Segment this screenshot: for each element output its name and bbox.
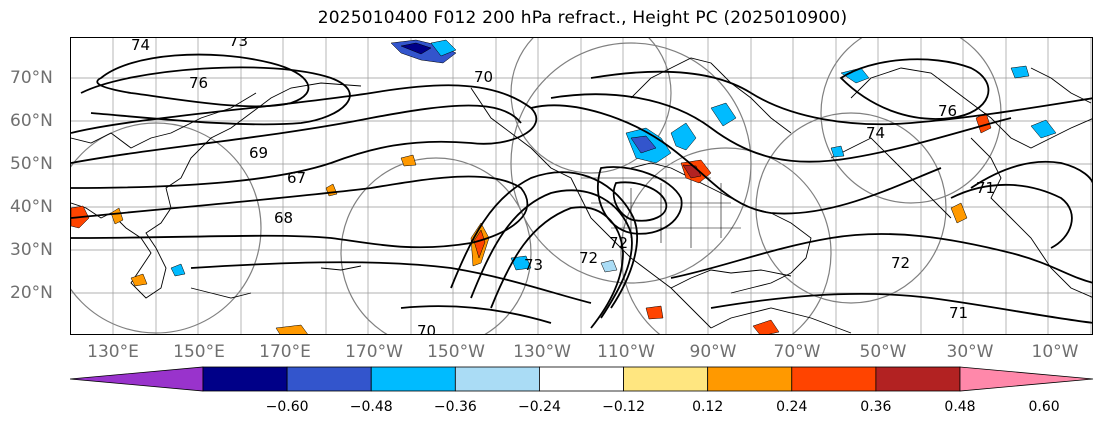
lon-label-150w: 150°W xyxy=(427,342,485,362)
contour-label: 74 xyxy=(131,38,150,54)
contour-label: 72 xyxy=(891,254,910,272)
colorbar-tick-label: −0.24 xyxy=(518,399,561,415)
lon-label-170e: 170°E xyxy=(259,342,311,362)
gridlines xyxy=(71,38,1093,335)
contour-label: 69 xyxy=(249,144,268,162)
contour-label: 73 xyxy=(524,256,543,274)
colorbar-tick-label: −0.36 xyxy=(434,399,477,415)
colorbar-segment xyxy=(455,367,539,391)
colorbar-tick-label: 0.12 xyxy=(692,399,723,415)
lon-label-130w: 130°W xyxy=(513,342,571,362)
colorbar xyxy=(70,366,1095,392)
colorbar-tick-label: −0.60 xyxy=(266,399,309,415)
colorbar-tick-label: 0.48 xyxy=(944,399,975,415)
lon-label-70w: 70°W xyxy=(774,342,821,362)
contour-label: 72 xyxy=(579,249,598,267)
contour-label: 76 xyxy=(938,102,957,120)
colorbar-segment xyxy=(539,367,623,391)
colorbar-segment xyxy=(203,367,287,391)
colorbar-tick-label: 0.60 xyxy=(1029,399,1060,415)
lat-label-30n: 30°N xyxy=(10,240,53,260)
lon-label-50w: 50°W xyxy=(860,342,907,362)
colorbar-tick-label: 0.36 xyxy=(860,399,891,415)
coastlines xyxy=(71,58,1093,333)
colorbar-tick-label: 0.24 xyxy=(776,399,807,415)
contour-label: 74 xyxy=(866,124,885,142)
colorbar-tick-label: −0.12 xyxy=(602,399,645,415)
contour-label: 71 xyxy=(976,179,995,197)
contour-label: 73 xyxy=(229,38,248,50)
lat-label-20n: 20°N xyxy=(10,283,53,303)
lon-label-30w: 30°W xyxy=(947,342,994,362)
contour-label: 72 xyxy=(609,234,628,252)
colorbar-extend-high xyxy=(960,367,1093,391)
lon-label-110w: 110°W xyxy=(597,342,655,362)
lon-label-10w: 10°W xyxy=(1032,342,1079,362)
colorbar-segment xyxy=(624,367,708,391)
map-title: 2025010400 F012 200 hPa refract., Height… xyxy=(0,8,1105,28)
colorbar-segment xyxy=(708,367,792,391)
lat-label-70n: 70°N xyxy=(10,68,53,88)
lat-label-60n: 60°N xyxy=(10,111,53,131)
lat-label-40n: 40°N xyxy=(10,197,53,217)
colorbar-tick-label: −0.48 xyxy=(350,399,393,415)
colorbar-segment xyxy=(287,367,371,391)
contour-label: 76 xyxy=(189,74,208,92)
lon-label-90w: 90°W xyxy=(690,342,737,362)
contour-label: 70 xyxy=(474,68,493,86)
colorbar-segment xyxy=(792,367,876,391)
lon-label-170w: 170°W xyxy=(345,342,403,362)
height-contours xyxy=(71,55,1093,328)
lon-label-130e: 130°E xyxy=(87,342,139,362)
shaded-anomalies xyxy=(71,40,1056,335)
lon-label-150e: 150°E xyxy=(173,342,225,362)
colorbar-segment xyxy=(876,367,960,391)
map-canvas: 74 73 76 70 69 67 68 73 72 72 76 74 71 7… xyxy=(71,38,1093,335)
lat-label-50n: 50°N xyxy=(10,154,53,174)
colorbar-segment xyxy=(371,367,455,391)
contour-label: 71 xyxy=(949,304,968,322)
range-circles xyxy=(71,38,1001,335)
colorbar-extend-low xyxy=(70,367,203,391)
contour-labels: 74 73 76 70 69 67 68 73 72 72 76 74 71 7… xyxy=(131,38,995,335)
contour-label: 67 xyxy=(287,169,306,187)
contour-label: 68 xyxy=(274,209,293,227)
map-panel: 74 73 76 70 69 67 68 73 72 72 76 74 71 7… xyxy=(70,37,1093,335)
contour-label: 70 xyxy=(417,322,436,335)
